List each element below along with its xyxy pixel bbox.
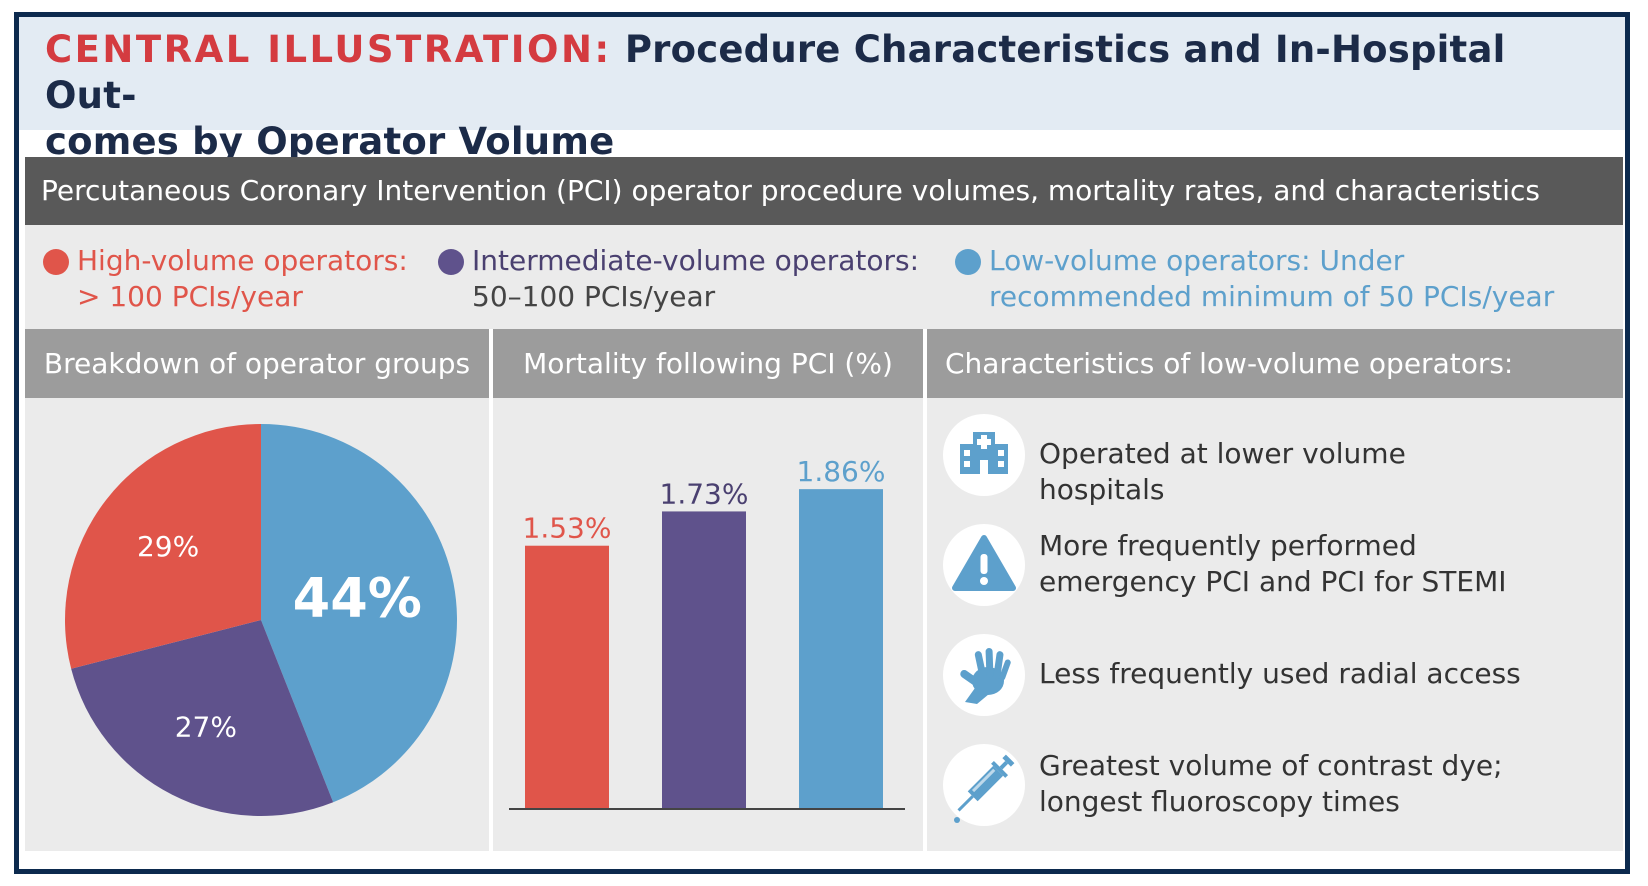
title-lead: CENTRAL ILLUSTRATION:	[45, 28, 612, 71]
pie-label-intermediate-volume: 27%	[175, 710, 237, 743]
bar-intermediate-volume	[662, 511, 746, 808]
characteristics-heading: Characteristics of low-volume operators:	[927, 329, 1623, 398]
pie-slice-intermediate-volume	[71, 620, 334, 817]
characteristics-panel: Characteristics of low-volume operators:…	[927, 329, 1623, 851]
legend: High-volume operators: > 100 PCIs/year I…	[25, 225, 1623, 329]
illustration-frame: CENTRAL ILLUSTRATION: Procedure Characte…	[14, 12, 1630, 874]
legend-dot-intermediate-volume	[438, 249, 464, 275]
pie-chart: 44% 27% 29%	[64, 424, 458, 817]
title-bar: CENTRAL ILLUSTRATION: Procedure Characte…	[19, 17, 1625, 163]
pie-panel: Breakdown of operator groups 44% 27% 29%	[25, 329, 489, 851]
legend-detail-intermediate-volume: 50–100 PCIs/year	[472, 280, 716, 313]
characteristic-text: More frequently performed emergency PCI …	[1039, 529, 1507, 598]
pie-slice-low-volume	[261, 424, 458, 803]
legend-detail-low-volume: Under recommended minimum of 50 PCIs/yea…	[989, 244, 1555, 313]
characteristic-text: Greatest volume of contrast dye; longest…	[1039, 749, 1503, 818]
legend-label-high-volume: High-volume operators:	[77, 244, 408, 277]
title-text: Procedure Characteristics and In-Hospita…	[45, 28, 1506, 163]
legend-text-low-volume: Low-volume operators: Under recommended …	[989, 243, 1559, 315]
pie-panel-heading: Breakdown of operator groups	[25, 329, 489, 398]
bar-label-high-volume: 1.53%	[523, 512, 612, 545]
legend-label-intermediate-volume: Intermediate-volume operators:	[472, 244, 920, 277]
bar-panel: Mortality following PCI (%) 1.53% 1.73% 1.…	[493, 329, 923, 851]
bar-high-volume	[525, 545, 609, 808]
pie-label-high-volume: 29%	[137, 530, 199, 563]
pie-label-low-volume: 44%	[293, 566, 422, 629]
warning-icon	[943, 524, 1025, 606]
bar-label-intermediate-volume: 1.73%	[660, 477, 749, 510]
legend-detail-high-volume: > 100 PCIs/year	[77, 280, 303, 313]
characteristic-text: Less frequently used radial access	[1039, 657, 1521, 690]
syringe-icon	[943, 744, 1025, 826]
subtitle-bar: Percutaneous Coronary Intervention (PCI)…	[25, 157, 1623, 225]
hospital-icon	[943, 414, 1025, 496]
pie-slice-high-volume	[64, 424, 261, 669]
bar-panel-heading: Mortality following PCI (%)	[493, 329, 923, 398]
legend-text-high-volume: High-volume operators: > 100 PCIs/year	[77, 243, 408, 315]
bar-label-low-volume: 1.86%	[797, 455, 886, 488]
page-title: CENTRAL ILLUSTRATION: Procedure Characte…	[45, 27, 1605, 165]
characteristic-text: Operated at lower volume hospitals	[1039, 437, 1406, 506]
bar-low-volume	[799, 489, 883, 808]
hand-icon	[943, 634, 1025, 716]
legend-dot-low-volume	[955, 249, 981, 275]
legend-dot-high-volume	[43, 249, 69, 275]
bar-chart: 1.53% 1.73% 1.86%	[509, 455, 905, 810]
legend-label-low-volume: Low-volume operators:	[989, 244, 1311, 277]
legend-text-intermediate-volume: Intermediate-volume operators: 50–100 PC…	[472, 243, 919, 315]
